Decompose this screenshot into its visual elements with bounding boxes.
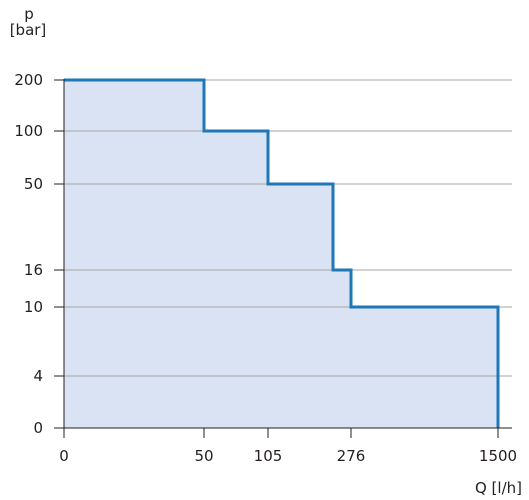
y-axis-ticks: 0 4 10 16 50 100 200 bbox=[14, 71, 64, 437]
x-tick-label-0: 0 bbox=[59, 447, 69, 465]
x-tick-label-1500: 1500 bbox=[479, 447, 517, 465]
y-tick-label-0: 0 bbox=[33, 419, 43, 437]
x-axis-title: Q [l/h] bbox=[475, 479, 522, 497]
series-line bbox=[64, 78, 500, 428]
y-tick-label-10: 10 bbox=[24, 298, 43, 316]
chart-area-fill bbox=[64, 80, 498, 428]
y-tick-label-50: 50 bbox=[24, 175, 43, 193]
x-tick-label-276: 276 bbox=[337, 447, 366, 465]
y-tick-label-200: 200 bbox=[14, 71, 43, 89]
y-tick-label-100: 100 bbox=[14, 122, 43, 140]
x-axis-ticks: 0 50 105 276 1500 bbox=[59, 428, 517, 465]
y-tick-label-4: 4 bbox=[33, 367, 43, 385]
y-axis-title: p bbox=[24, 5, 34, 23]
x-tick-label-50: 50 bbox=[194, 447, 213, 465]
y-tick-label-16: 16 bbox=[24, 261, 43, 279]
y-axis-unit: [bar] bbox=[10, 21, 47, 39]
x-tick-label-105: 105 bbox=[254, 447, 283, 465]
